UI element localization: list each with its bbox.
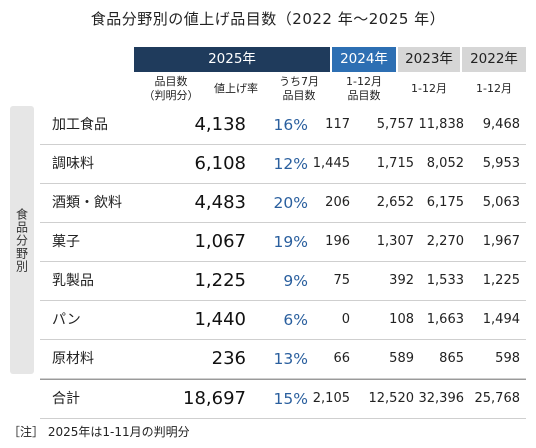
header-2024: 2024年 — [332, 47, 396, 72]
page-title: 食品分野別の値上げ品目数（2022 年～2025 年） — [90, 10, 446, 28]
row-2024: 1,715 — [376, 156, 414, 171]
subheader-jul: うち7月 品目数 — [279, 75, 319, 102]
row-2022: 1,494 — [482, 312, 520, 327]
row-2022: 1,967 — [482, 234, 520, 249]
row-count: 236 — [211, 348, 246, 369]
row-rate: 6% — [283, 311, 308, 329]
row-name: 加工食品 — [52, 117, 108, 133]
row-rate: 9% — [283, 272, 308, 290]
row-2023: 1,533 — [426, 273, 464, 288]
row-2024: 1,307 — [376, 234, 414, 249]
row-2022: 5,063 — [482, 195, 520, 210]
row-2024: 392 — [389, 273, 414, 288]
row-2022: 598 — [495, 351, 520, 366]
table-row: 加工食品 4,138 16% 117 5,757 11,838 9,468 — [40, 106, 526, 145]
row-count: 6,108 — [194, 153, 246, 174]
row-rate: 20% — [273, 194, 308, 212]
total-jul: 2,105 — [312, 391, 350, 406]
row-2022: 9,468 — [482, 117, 520, 132]
row-count: 4,138 — [194, 114, 246, 135]
row-rate: 13% — [273, 350, 308, 368]
table-row: 酒類・飲料 4,483 20% 206 2,652 6,175 5,063 — [40, 184, 526, 223]
row-jul: 75 — [333, 273, 350, 288]
table-row: 乳製品 1,225 9% 75 392 1,533 1,225 — [40, 262, 526, 301]
row-2024: 5,757 — [376, 117, 414, 132]
total-count: 18,697 — [183, 388, 246, 409]
row-2024: 589 — [389, 351, 414, 366]
total-2023: 32,396 — [418, 391, 465, 406]
row-count: 1,440 — [194, 309, 246, 330]
row-2023: 1,663 — [426, 312, 464, 327]
row-name: 調味料 — [52, 156, 94, 172]
table-row: 菓子 1,067 19% 196 1,307 2,270 1,967 — [40, 223, 526, 262]
subheader-2023: 1-12月 — [411, 82, 447, 95]
row-rate: 16% — [273, 116, 308, 134]
subheader-rate: 値上げ率 — [214, 82, 258, 95]
row-2023: 6,175 — [426, 195, 464, 210]
row-2024: 2,652 — [376, 195, 414, 210]
row-count: 1,067 — [194, 231, 246, 252]
row-2023: 2,270 — [426, 234, 464, 249]
row-name: 酒類・飲料 — [52, 195, 122, 211]
subheader-2022: 1-12月 — [476, 82, 512, 95]
header-2022: 2022年 — [462, 47, 526, 72]
total-2024: 12,520 — [368, 391, 415, 406]
category-sidebar: 食品分野別 — [10, 106, 34, 374]
row-2023: 11,838 — [418, 117, 465, 132]
total-rate: 15% — [273, 390, 308, 408]
row-2023: 8,052 — [426, 156, 464, 171]
row-jul: 117 — [325, 117, 350, 132]
row-jul: 0 — [341, 312, 350, 327]
row-2022: 5,953 — [482, 156, 520, 171]
header-2025: 2025年 — [134, 47, 330, 72]
subheader-2024: 1-12月 品目数 — [346, 75, 382, 102]
row-jul: 66 — [333, 351, 350, 366]
row-count: 4,483 — [194, 192, 246, 213]
row-2022: 1,225 — [482, 273, 520, 288]
row-name: 菓子 — [52, 234, 80, 250]
row-2024: 108 — [389, 312, 414, 327]
total-name: 合計 — [52, 391, 80, 407]
row-rate: 19% — [273, 233, 308, 251]
total-2022: 25,768 — [474, 391, 521, 406]
row-rate: 12% — [273, 155, 308, 173]
table-row: 調味料 6,108 12% 1,445 1,715 8,052 5,953 — [40, 145, 526, 184]
row-count: 1,225 — [194, 270, 246, 291]
table-row-total: 合計 18,697 15% 2,105 12,520 32,396 25,768 — [40, 379, 526, 419]
subheader-count: 品目数 （判明分） — [143, 75, 199, 102]
footnote: ［注］ 2025年は1-11月の判明分 — [8, 425, 190, 439]
row-jul: 206 — [325, 195, 350, 210]
sidebar-label: 食品分野別 — [14, 207, 29, 273]
row-jul: 1,445 — [312, 156, 350, 171]
row-name: パン — [52, 312, 81, 328]
header-2023: 2023年 — [398, 47, 460, 72]
row-name: 原材料 — [52, 351, 94, 367]
row-2023: 865 — [439, 351, 464, 366]
row-jul: 196 — [325, 234, 350, 249]
row-name: 乳製品 — [52, 273, 94, 289]
table-row: パン 1,440 6% 0 108 1,663 1,494 — [40, 301, 526, 340]
table-row: 原材料 236 13% 66 589 865 598 — [40, 340, 526, 379]
